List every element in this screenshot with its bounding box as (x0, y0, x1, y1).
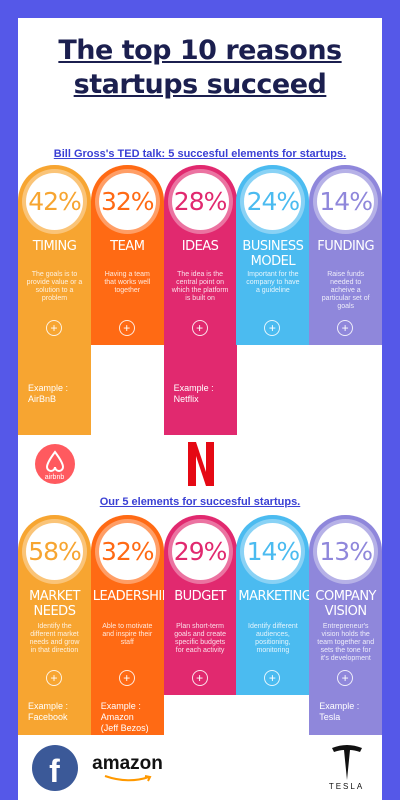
element-column: 14% FUNDING Raise funds needed to acheive … (309, 165, 383, 345)
plus-icon: + (46, 320, 62, 336)
example: Example : Tesla (319, 701, 359, 723)
logo-text: amazon (92, 753, 163, 774)
facebook-logo: f (18, 740, 91, 796)
element-name: FUNDING (317, 239, 375, 254)
plus-icon: + (191, 320, 208, 336)
element-description: Having a team that works well together (104, 271, 151, 294)
element-column: 58% MARKET NEEDS Identify the different ma… (18, 515, 91, 735)
percent-circle: 28% (171, 173, 229, 230)
element-description: The goals is to provide value or a solut… (26, 271, 83, 302)
example: Example : AirBnB (28, 383, 68, 405)
element-description: Entrepreneur's vision holds the team tog… (317, 623, 375, 662)
amazon-logo: amazon (91, 740, 164, 796)
example-line: Tesla (319, 712, 341, 722)
example-line: Example : (319, 701, 360, 711)
element-description: Able to motivate and inspire their staff (102, 623, 153, 646)
element-description: The idea is the central point on which t… (171, 271, 229, 302)
element-name: BUDGET (174, 589, 226, 604)
example: Example : Amazon (Jeff Bezos) (101, 701, 149, 734)
airbnb-logo: airbnb (18, 435, 91, 493)
element-description: Identify different audiences, positionin… (248, 623, 298, 654)
logo-badge: airbnb (34, 444, 75, 484)
element-column: 29% BUDGET Plan short-term goals and creat… (163, 515, 237, 695)
example-line: AirBnB (28, 394, 57, 404)
logo-smile (104, 775, 151, 782)
element-column: 28% IDEAS The idea is the central point on… (163, 165, 237, 435)
element-column: 13% COMPANY VISION Entrepreneur's vision h… (309, 515, 383, 735)
example-line: Example : (173, 383, 214, 393)
plus-icon: + (118, 670, 135, 686)
element-name: MARKET NEEDS (29, 589, 80, 619)
logo-icon (45, 450, 64, 472)
percent-circle: 24% (244, 173, 302, 230)
logo-icon (331, 744, 362, 780)
element-name: TIMING (32, 239, 77, 254)
percent-circle: 29% (171, 523, 229, 580)
percent-circle: 32% (98, 173, 156, 230)
example: Example : Netflix (174, 383, 214, 405)
section-heading: Bill Gross's TED talk: 5 succesful eleme… (53, 148, 347, 160)
percent-circle: 58% (26, 523, 83, 580)
example-line: Netflix (173, 394, 199, 404)
element-description: Identify the different market needs and … (29, 623, 80, 654)
plus-icon: + (337, 320, 354, 336)
tesla-logo: TESLA (310, 738, 383, 796)
element-name: IDEAS (181, 239, 219, 254)
percent-circle: 14% (317, 173, 375, 230)
netflix-logo (164, 435, 237, 493)
title: The top 10 reasons startups succeed (58, 35, 342, 100)
example-line: Example : (28, 383, 69, 393)
example-line: Amazon (100, 712, 134, 722)
example-line: Example : (100, 701, 141, 711)
example-line: (Jeff Bezos) (100, 723, 149, 733)
plus-icon: + (118, 320, 135, 336)
element-name: MARKETING (238, 589, 312, 604)
section-heading: Our 5 elements for succesful startups. (99, 496, 301, 508)
element-name: BUSINESS MODEL (242, 239, 304, 269)
percent-circle: 42% (26, 173, 83, 230)
logo-text: airbnb (44, 474, 65, 481)
plus-icon: + (46, 670, 62, 686)
percent-circle: 14% (244, 523, 302, 580)
element-column: 42% TIMING The goals is to provide value o… (18, 165, 91, 435)
element-column: 24% BUSINESS MODEL Important for the compa… (236, 165, 310, 345)
element-description: Plan short-term goals and create specifi… (174, 623, 226, 654)
element-description: Important for the company to have a guid… (246, 271, 300, 294)
element-column: 14% MARKETING Identify different audiences… (236, 515, 312, 695)
plus-icon: + (264, 320, 281, 336)
element-column: 32% TEAM Having a team that works well tog… (90, 165, 164, 345)
plus-icon: + (337, 670, 354, 686)
example-line: Example : (28, 701, 69, 711)
percent-circle: 32% (98, 523, 156, 580)
element-name: LEADERSHIP (92, 589, 170, 604)
element-description: Raise funds needed to acheive a particul… (321, 271, 370, 310)
plus-icon: + (264, 670, 281, 686)
element-name: COMPANY VISION (315, 589, 376, 619)
example-line: Facebook (28, 712, 68, 722)
percent-circle: 13% (317, 523, 375, 580)
example: Example : Facebook (28, 701, 68, 723)
plus-icon: + (191, 670, 208, 686)
logo-text: f (31, 745, 78, 791)
element-name: TEAM (110, 239, 145, 254)
logo-icon (187, 442, 214, 486)
logo-text: TESLA (328, 781, 365, 791)
element-column: 32% LEADERSHIP Able to motivate and inspir… (90, 515, 170, 735)
